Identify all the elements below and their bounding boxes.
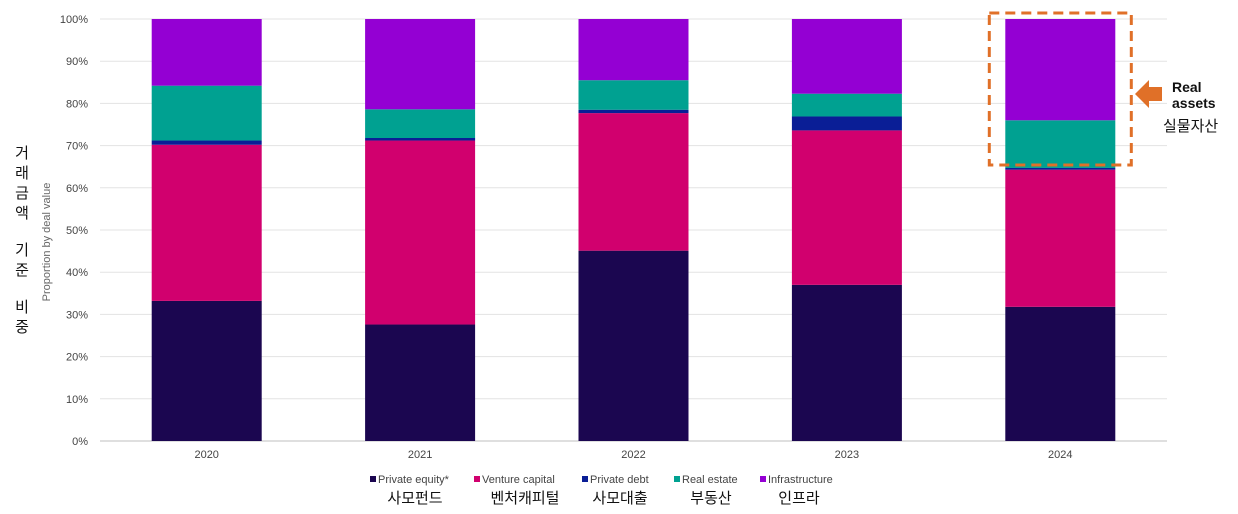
bar-segment (151, 144, 262, 301)
legend-label: Private equity* (378, 474, 450, 486)
bar-segment (791, 19, 902, 94)
bar-segment (578, 80, 689, 110)
bar-segment (791, 130, 902, 285)
bar-segment (791, 93, 902, 117)
highlight-box (987, 11, 1133, 167)
legend-label: Venture capital (482, 474, 555, 486)
legend-label-korean: 사모대출 (592, 489, 647, 507)
x-tick-label: 2020 (194, 449, 218, 461)
y-tick-label: 90% (66, 56, 88, 68)
y-axis-label-korean-glyph: 액 (15, 204, 29, 222)
y-axis-label: Proportion by deal value (41, 183, 53, 302)
bar-segment (151, 19, 262, 86)
bar-segment (578, 250, 689, 441)
bar-segment (151, 300, 262, 441)
bars (151, 19, 1116, 441)
legend-label-korean: 인프라 (778, 489, 820, 507)
y-tick-label: 80% (66, 98, 88, 110)
y-tick-label: 70% (66, 141, 88, 153)
y-axis-label-korean-glyph: 기 (15, 241, 29, 259)
y-tick-label: 100% (60, 14, 88, 26)
legend-swatch (370, 476, 376, 482)
y-axis-label-korean-glyph: 중 (15, 318, 29, 336)
bar-segment (365, 19, 476, 110)
y-tick-label: 40% (66, 267, 88, 279)
legend-swatch (582, 476, 588, 482)
y-tick-label: 60% (66, 183, 88, 195)
legend-swatch (674, 476, 680, 482)
y-axis-label-korean-glyph: 금 (15, 184, 29, 202)
legend-label-korean: 벤처캐피털 (490, 489, 559, 507)
bar-segment (365, 109, 476, 139)
bar-segment (151, 140, 262, 145)
callout-text-korean: 실물자산 (1163, 117, 1218, 135)
legend: Private equity* 사모펀드 Venture capital 벤처캐피털 P… (370, 474, 833, 507)
bar-segment (1005, 167, 1116, 170)
x-tick-label: 2023 (835, 449, 859, 461)
bar-segment (1005, 19, 1116, 121)
x-axis-ticks: 2020 2021 2022 2023 2024 (194, 449, 1072, 461)
legend-swatch (760, 476, 766, 482)
x-tick-label: 2021 (408, 449, 432, 461)
y-tick-label: 50% (66, 225, 88, 237)
legend-label: Private debt (590, 474, 649, 486)
legend-label-korean: 부동산 (690, 489, 732, 507)
bar-segment (578, 109, 689, 114)
bar-segment (365, 138, 476, 141)
bar-segment (1005, 120, 1116, 168)
legend-label: Infrastructure (768, 474, 833, 486)
y-tick-label: 20% (66, 352, 88, 364)
bar-segment (791, 116, 902, 131)
bar-segment (791, 284, 902, 441)
legend-label: Real estate (682, 474, 738, 486)
y-axis-label-korean-glyph: 준 (15, 261, 29, 279)
y-tick-label: 0% (72, 436, 88, 448)
x-tick-label: 2024 (1048, 449, 1072, 461)
y-tick-label: 10% (66, 394, 88, 406)
bar-segment (1005, 169, 1116, 307)
arrow-icon (1135, 80, 1162, 108)
y-axis-label-korean-glyph: 래 (15, 164, 29, 182)
bar-segment (151, 85, 262, 141)
y-axis-label-korean-glyph: 거 (15, 144, 29, 162)
y-axis-ticks: 0% 10% 20% 30% 40% 50% 60% 70% 80% 90% 100% (60, 14, 88, 448)
callout-text-line2: assets (1172, 95, 1216, 111)
bar-segment (578, 113, 689, 251)
bar-segment (365, 324, 476, 441)
real-assets-callout: Real assets 실물자산 (987, 11, 1218, 167)
bar-segment (578, 19, 689, 81)
legend-label-korean: 사모펀드 (387, 489, 442, 507)
bar-segment (365, 140, 476, 325)
legend-swatch (474, 476, 480, 482)
y-axis-label-korean-glyph: 비 (15, 298, 29, 316)
x-tick-label: 2022 (621, 449, 645, 461)
callout-text-line1: Real (1172, 79, 1202, 95)
bar-segment (1005, 306, 1116, 441)
y-tick-label: 30% (66, 309, 88, 321)
